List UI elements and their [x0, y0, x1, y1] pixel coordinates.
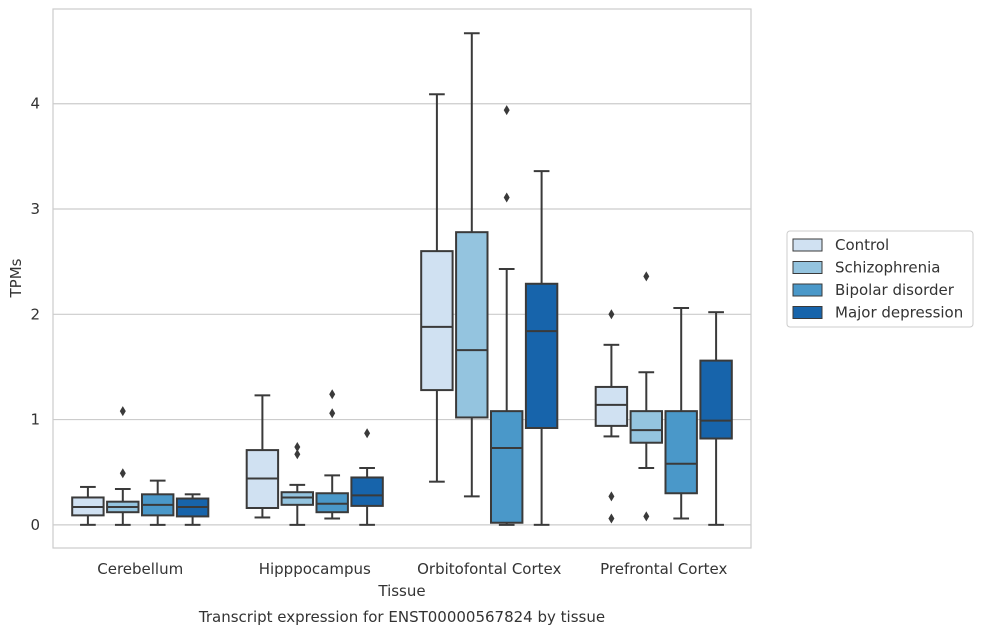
- x-tick-labels: Cerebellum Hipppocampus Orbitofontal Corte…: [97, 560, 727, 578]
- box-major-depression: [699, 311, 733, 526]
- outlier-point: [329, 389, 336, 400]
- outlier-point: [608, 513, 615, 524]
- legend-label: Control: [835, 236, 889, 254]
- y-tick-labels: 0 1 2 3 4: [30, 95, 40, 534]
- outlier-point: [503, 192, 510, 203]
- legend-items: Control Schizophrenia Bipolar disorder Majo…: [792, 236, 963, 322]
- outlier-point: [608, 491, 615, 502]
- box-body: [420, 250, 454, 392]
- outlier-point: [119, 406, 126, 417]
- legend-label: Major depression: [835, 304, 963, 322]
- box-control: [594, 309, 629, 524]
- y-tick-label: 4: [30, 95, 40, 113]
- box-control: [71, 485, 105, 526]
- box-body: [350, 476, 384, 507]
- outlier-point: [119, 468, 126, 479]
- legend-swatch: [792, 238, 823, 252]
- chart-caption: Transcript expression for ENST0000056782…: [198, 608, 605, 626]
- x-axis-label: Tissue: [377, 582, 425, 600]
- plot-area-frame: [52, 8, 752, 549]
- legend: Control Schizophrenia Bipolar disorder Majo…: [786, 230, 974, 328]
- outlier-point: [503, 105, 510, 116]
- x-tick-label: Orbitofontal Cortex: [417, 560, 561, 578]
- x-tick-label: Hipppocampus: [259, 560, 371, 578]
- box-schizophrenia: [280, 441, 315, 526]
- legend-label: Schizophrenia: [835, 259, 940, 277]
- y-tick-label: 2: [30, 305, 40, 323]
- x-tick-label: Cerebellum: [97, 560, 183, 578]
- outlier-point: [329, 408, 336, 419]
- box-bipolar-disorder: [489, 105, 524, 526]
- y-axis-label: TPMs: [7, 258, 25, 298]
- outlier-point: [643, 511, 650, 522]
- outlier-point: [608, 309, 615, 320]
- legend-frame: [786, 230, 974, 328]
- box-body: [629, 410, 664, 444]
- x-tick-label: Prefrontal Cortex: [600, 560, 727, 578]
- box-schizophrenia: [629, 271, 664, 522]
- box-major-depression: [175, 493, 210, 526]
- y-tick-label: 1: [30, 411, 40, 429]
- box-body: [280, 491, 315, 506]
- box-body: [489, 410, 524, 524]
- box-body: [455, 231, 489, 419]
- box-body: [594, 385, 629, 427]
- legend-swatch: [792, 306, 823, 319]
- box-bipolar-disorder: [315, 389, 349, 520]
- box-body: [664, 410, 698, 495]
- box-bipolar-disorder: [140, 479, 175, 526]
- y-tick-label: 0: [30, 516, 40, 534]
- box-major-depression: [350, 428, 384, 526]
- outlier-point: [643, 271, 650, 282]
- outlier-point: [364, 428, 371, 439]
- legend-swatch: [792, 283, 823, 297]
- box-body: [699, 359, 733, 440]
- box-control: [245, 394, 280, 519]
- box-body: [524, 282, 559, 429]
- box-body: [315, 492, 349, 514]
- legend-swatch: [792, 261, 823, 274]
- box-groups: [71, 32, 733, 526]
- outlier-point: [294, 441, 301, 452]
- box-control: [420, 93, 454, 483]
- legend-label: Bipolar disorder: [835, 281, 955, 299]
- box-schizophrenia: [455, 32, 489, 498]
- outlier-point: [294, 449, 301, 460]
- box-schizophrenia: [106, 406, 140, 526]
- y-tick-label: 3: [30, 200, 40, 218]
- box-bipolar-disorder: [664, 306, 698, 520]
- box-major-depression: [524, 170, 559, 526]
